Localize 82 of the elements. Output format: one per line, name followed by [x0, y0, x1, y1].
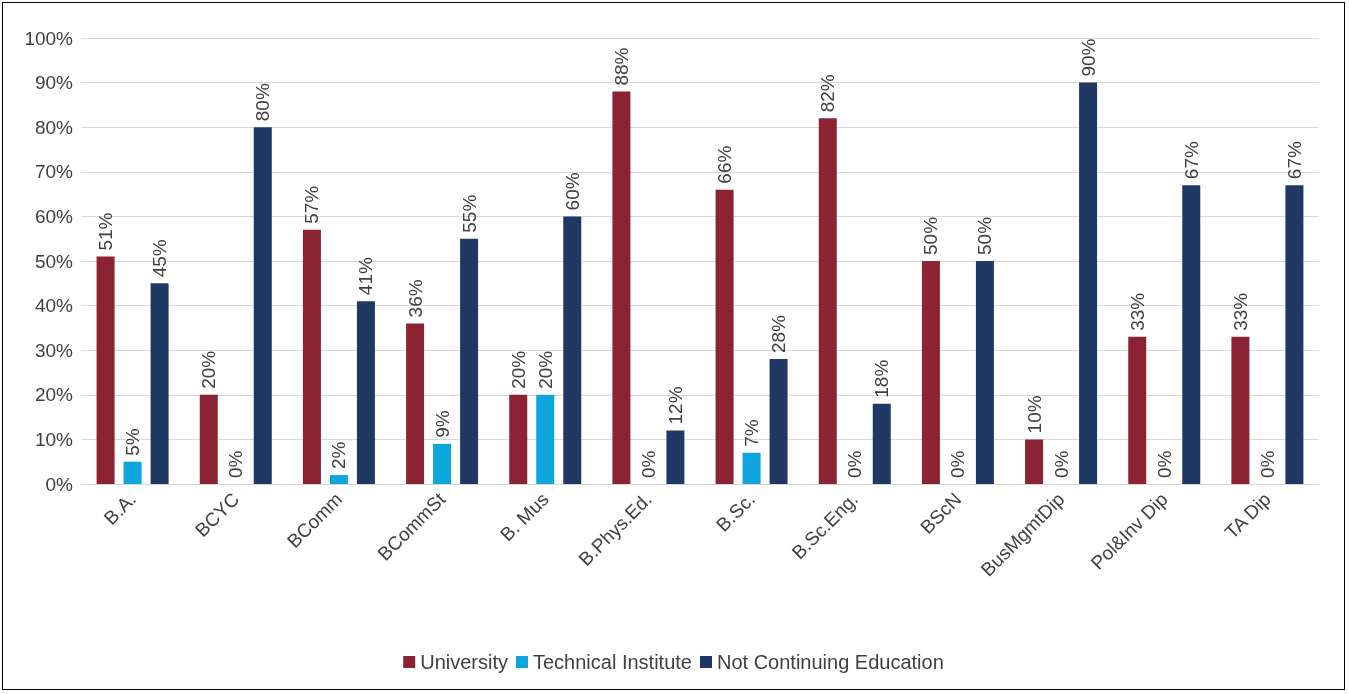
bar [742, 452, 761, 484]
data-label: 7% [741, 419, 763, 447]
legend-label: Not Continuing Education [716, 651, 944, 673]
data-label: 5% [122, 428, 144, 456]
bar [769, 359, 788, 484]
bar [460, 238, 479, 484]
bar [199, 394, 218, 484]
y-tick-label: 10% [34, 428, 74, 450]
y-tick-label: 90% [34, 72, 74, 94]
bar [872, 403, 891, 484]
bar [1025, 439, 1044, 484]
data-label: 67% [1283, 141, 1305, 180]
bar [818, 118, 837, 484]
bar [123, 461, 142, 484]
bar [1128, 336, 1147, 484]
data-label: 18% [871, 359, 893, 398]
y-tick-label: 80% [34, 116, 74, 138]
bar [563, 216, 582, 484]
data-label: 60% [561, 172, 583, 211]
data-label: 0% [947, 450, 969, 478]
bar [433, 443, 452, 484]
bar [329, 475, 348, 484]
data-label: 67% [1180, 141, 1202, 180]
x-tick-label: B. Mus [496, 488, 553, 546]
bar [302, 229, 321, 484]
data-label: 82% [817, 74, 839, 113]
data-label: 0% [1256, 450, 1278, 478]
bar [1231, 336, 1250, 484]
bar [536, 394, 555, 484]
data-label: 51% [95, 212, 117, 251]
bar [1285, 185, 1304, 484]
data-label: 45% [149, 239, 171, 278]
y-tick-label: 20% [34, 384, 74, 406]
data-label: 66% [714, 145, 736, 184]
bar [406, 323, 425, 484]
data-label: 50% [920, 216, 942, 255]
y-tick-label: 70% [34, 161, 74, 183]
data-label: 50% [974, 216, 996, 255]
y-tick-label: 100% [24, 27, 74, 49]
data-label: 55% [458, 194, 480, 233]
bar [96, 256, 115, 484]
bar [509, 394, 528, 484]
data-label: 0% [1050, 450, 1072, 478]
bar [975, 261, 994, 484]
data-label: 33% [1229, 292, 1251, 331]
legend-label: University [420, 651, 508, 673]
bar [150, 283, 169, 484]
data-label: 28% [768, 314, 790, 354]
data-label: 9% [431, 410, 453, 438]
bar [715, 189, 734, 484]
bar [253, 127, 272, 484]
bar [356, 301, 375, 484]
data-label: 0% [1153, 450, 1175, 478]
data-label: 10% [1023, 395, 1045, 434]
data-label: 80% [252, 83, 274, 122]
data-label: 90% [1077, 38, 1099, 77]
y-tick-label: 40% [34, 295, 74, 317]
bar [1079, 82, 1098, 484]
data-label: 41% [355, 257, 377, 296]
data-label: 0% [637, 450, 659, 478]
y-tick-label: 60% [34, 205, 74, 227]
data-label: 12% [664, 386, 686, 425]
legend-label: Technical Institute [533, 651, 692, 673]
data-label: 57% [301, 185, 323, 224]
x-tick-label: B.A. [99, 488, 141, 529]
data-label: 0% [225, 450, 247, 478]
data-label: 20% [507, 350, 529, 389]
y-tick-label: 0% [45, 473, 74, 495]
y-tick-label: 30% [34, 339, 74, 361]
data-label: 20% [534, 350, 556, 389]
bar [921, 261, 940, 484]
data-label: 20% [198, 350, 220, 389]
data-label: 2% [328, 441, 350, 470]
bar [666, 430, 685, 484]
bar [1182, 185, 1201, 484]
data-label: 33% [1126, 292, 1148, 331]
bar [612, 91, 631, 484]
data-label: 0% [844, 450, 866, 478]
y-tick-label: 50% [34, 250, 74, 272]
data-label: 36% [404, 279, 426, 318]
data-label: 88% [610, 47, 632, 86]
x-tick-label: TA Dip [1220, 488, 1275, 543]
